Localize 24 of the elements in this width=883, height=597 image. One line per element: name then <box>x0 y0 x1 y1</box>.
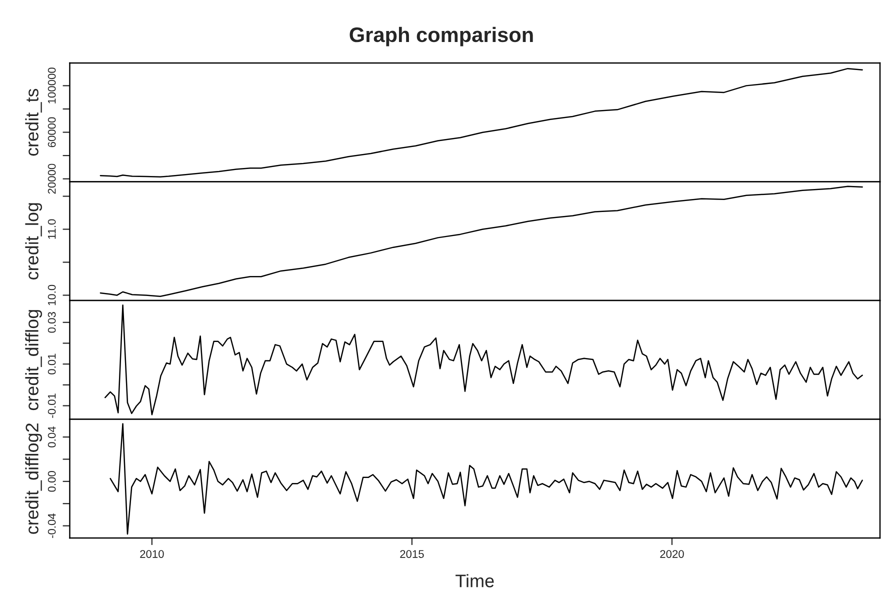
y-tick-label: 0.03 <box>48 312 56 333</box>
y-tick-label: -0.04 <box>48 513 56 538</box>
y-tick-label: 60000 <box>48 117 56 148</box>
y-tick-label: 10.0 <box>48 284 56 306</box>
y-tick-label: -0.01 <box>48 394 56 418</box>
line-series <box>110 423 863 535</box>
x-tick-label: 2015 <box>400 550 424 558</box>
y-tick-label: 20000 <box>48 164 56 194</box>
line-series <box>104 304 863 416</box>
y-tick-label: 0.01 <box>48 354 56 374</box>
line-series <box>100 186 863 297</box>
y-tick-label: 11.0 <box>48 219 56 239</box>
y-axis-title: credit_log <box>25 203 42 280</box>
y-tick-label: 100000 <box>48 68 56 104</box>
x-axis-title: Time <box>456 574 494 588</box>
chart-title: Graph comparison <box>350 26 533 46</box>
x-tick-label: 2010 <box>140 550 164 558</box>
y-tick-label: 0.00 <box>48 471 56 492</box>
y-axis-title: credit_difflog2 <box>25 423 42 534</box>
y-axis-title: credit_difflog <box>25 310 42 410</box>
x-tick-label: 2020 <box>660 550 684 558</box>
line-series <box>100 68 863 178</box>
y-tick-label: 0.04 <box>48 426 56 448</box>
y-axis-title: credit_ts <box>25 88 42 156</box>
